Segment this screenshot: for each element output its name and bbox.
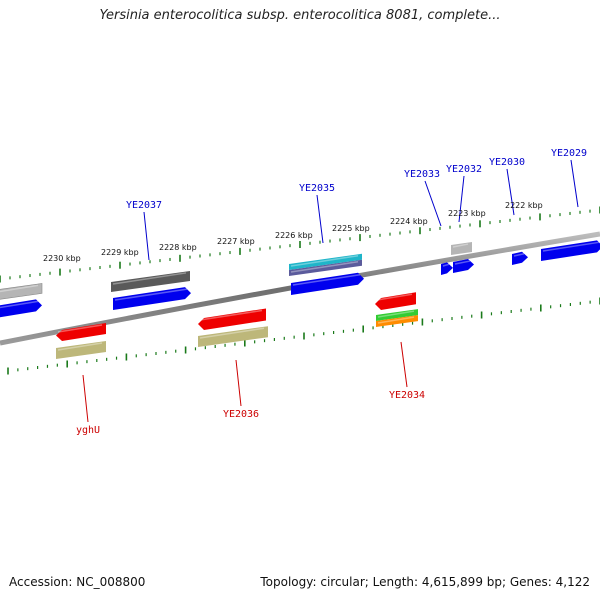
gene-feature-ye2036-highlight xyxy=(199,309,263,321)
leader-ye2035 xyxy=(316,194,324,244)
scale-ticks-lower xyxy=(7,297,600,375)
leader-yghu xyxy=(82,374,89,423)
gene-feature-ye2034-orange[interactable] xyxy=(376,315,418,327)
leader-ye2030 xyxy=(506,168,515,216)
label-leader-lines xyxy=(82,159,579,423)
gene-feature-ye2035-slate-highlight xyxy=(290,261,359,273)
gene-feature-ye2035[interactable] xyxy=(291,272,364,295)
scale-label-2226: 2226 kbp xyxy=(275,231,313,240)
map-title: Yersinia enterocolitica subsp. enterocol… xyxy=(99,8,501,23)
gene-feature-ye2029[interactable] xyxy=(541,240,600,261)
gene-feature-yghu-highlight xyxy=(57,324,103,333)
scale-label-2230: 2230 kbp xyxy=(43,254,81,263)
leader-ye2032 xyxy=(458,175,465,223)
gene-label-ye2036[interactable]: YE2036 xyxy=(223,409,259,420)
gene-label-ye2030[interactable]: YE2030 xyxy=(489,157,525,168)
scale-label-2227: 2227 kbp xyxy=(217,237,255,246)
gene-feature-ye2035-cyan-highlight xyxy=(290,255,359,267)
gene-feature-ye2032-grey-highlight xyxy=(452,243,469,248)
gene-feature-ye2033[interactable] xyxy=(441,262,453,275)
gene-feature-ye2036[interactable] xyxy=(198,308,266,330)
gene-label-ye2034[interactable]: YE2034 xyxy=(389,390,425,401)
gene-feature-ye2032-highlight xyxy=(454,260,471,265)
gene-label-ye2037[interactable]: YE2037 xyxy=(126,200,162,211)
gene-feature-ye2037-dark-highlight xyxy=(112,272,187,285)
gene-feature-left-blue[interactable] xyxy=(0,299,42,318)
gene-feature-ye2032-grey[interactable] xyxy=(451,242,472,255)
genome-stats-text: Topology: circular; Length: 4,615,899 bp… xyxy=(260,575,590,589)
leader-ye2034 xyxy=(400,341,408,388)
gene-feature-left-grey[interactable] xyxy=(0,283,43,300)
gene-feature-ye2035-highlight xyxy=(292,274,361,286)
leader-ye2033 xyxy=(424,180,442,227)
gene-feature-ye2030-highlight xyxy=(513,253,525,257)
scale-label-2223: 2223 kbp xyxy=(448,209,486,218)
leader-ye2029 xyxy=(570,159,579,208)
gene-feature-yghu-khaki-highlight xyxy=(57,342,103,351)
scale-label-2224: 2224 kbp xyxy=(390,217,428,226)
gene-feature-ye2034-green[interactable] xyxy=(376,309,418,321)
gene-feature-ye2034-highlight xyxy=(376,293,413,301)
gene-feature-ye2037[interactable] xyxy=(113,287,191,310)
gene-label-ye2035[interactable]: YE2035 xyxy=(299,183,335,194)
gene-feature-left-grey-highlight xyxy=(0,284,39,293)
gene-label-yghu[interactable]: yghU xyxy=(76,425,100,436)
gene-feature-ye2032[interactable] xyxy=(453,259,474,273)
scale-label-2222: 2222 kbp xyxy=(505,201,543,210)
gene-feature-ye2034-green-highlight xyxy=(377,310,415,318)
scale-label-2225: 2225 kbp xyxy=(332,224,370,233)
gene-feature-yghu[interactable] xyxy=(56,323,106,341)
scale-label-2229: 2229 kbp xyxy=(101,248,139,257)
gene-feature-ye2037-highlight xyxy=(114,288,188,301)
gene-feature-ye2037-dark[interactable] xyxy=(111,270,190,292)
gene-feature-ye2029-highlight xyxy=(542,241,600,252)
scale-ticks-upper xyxy=(0,206,600,283)
gene-feature-ye2035-cyan[interactable] xyxy=(289,253,362,270)
gene-feature-left-blue-highlight xyxy=(0,300,39,309)
gene-feature-ye2036-khaki-highlight xyxy=(199,327,265,339)
leader-ye2037 xyxy=(143,211,150,261)
gene-label-ye2029[interactable]: YE2029 xyxy=(551,148,587,159)
leader-ye2036 xyxy=(235,359,242,407)
accession-text: Accession: NC_008800 xyxy=(9,575,146,589)
scale-label-2228: 2228 kbp xyxy=(159,243,197,252)
gene-feature-ye2033-highlight xyxy=(442,263,450,267)
gene-feature-ye2036-khaki[interactable] xyxy=(198,326,268,347)
gene-feature-ye2030[interactable] xyxy=(512,251,528,265)
gene-label-ye2032[interactable]: YE2032 xyxy=(446,164,482,175)
gene-feature-ye2034-orange-highlight xyxy=(377,316,415,324)
gene-feature-ye2035-slate[interactable] xyxy=(289,259,362,276)
gene-label-ye2033[interactable]: YE2033 xyxy=(404,169,440,180)
gene-features xyxy=(0,240,600,359)
gene-feature-ye2034[interactable] xyxy=(375,292,416,310)
gene-feature-yghu-khaki[interactable] xyxy=(56,341,106,359)
